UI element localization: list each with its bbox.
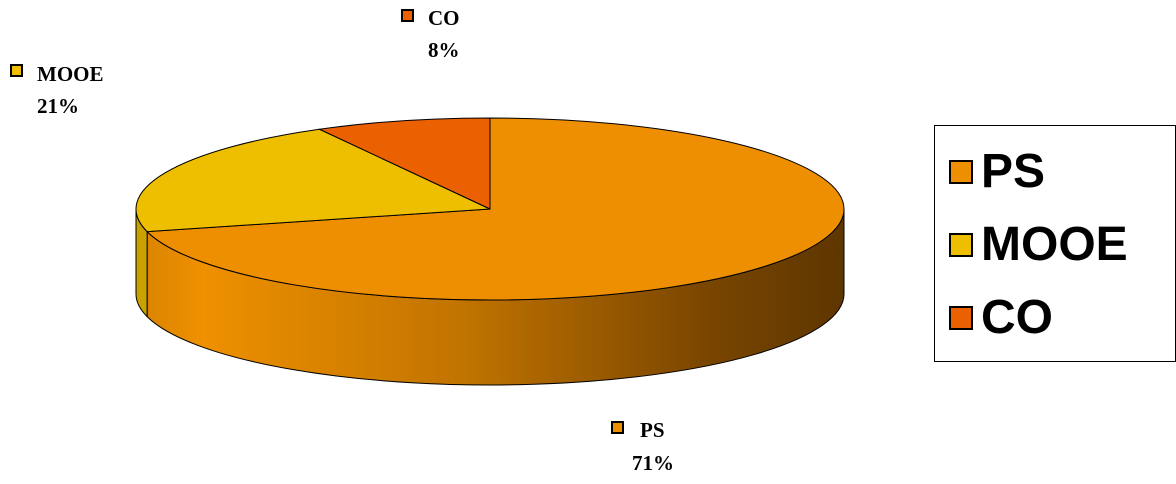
- legend: PS MOOE CO: [934, 125, 1176, 362]
- legend-swatch-mooe: [949, 233, 973, 257]
- slice-label-value-co: 8%: [428, 38, 460, 62]
- pie-slice-mooe: [135, 128, 491, 233]
- legend-swatch-co: [949, 306, 973, 330]
- slice-label-name-co: CO: [428, 6, 460, 30]
- slice-label-name-ps: PS: [640, 418, 665, 442]
- slice-label-value-ps: 71%: [632, 451, 674, 475]
- pie-top: [135, 117, 845, 301]
- slice-label-swatch-ps: [611, 421, 624, 434]
- legend-swatch-ps: [949, 160, 973, 184]
- legend-label-mooe: MOOE: [981, 218, 1128, 271]
- pie-labels: PS 71% MOOE 21% CO 8%: [10, 6, 674, 475]
- legend-label-co: CO: [981, 291, 1053, 344]
- pie-slice-co: [317, 117, 491, 210]
- legend-label-ps: PS: [981, 145, 1046, 198]
- legend-item-ps: PS: [949, 142, 1045, 202]
- legend-item-mooe: MOOE: [949, 215, 1128, 275]
- pie-slice-ps: [145, 117, 845, 301]
- slice-label-swatch-co: [401, 9, 414, 22]
- slice-label-name-mooe: MOOE: [37, 62, 104, 86]
- slice-label-value-mooe: 21%: [37, 94, 79, 118]
- legend-item-co: CO: [949, 288, 1053, 348]
- slice-label-swatch-mooe: [10, 64, 23, 77]
